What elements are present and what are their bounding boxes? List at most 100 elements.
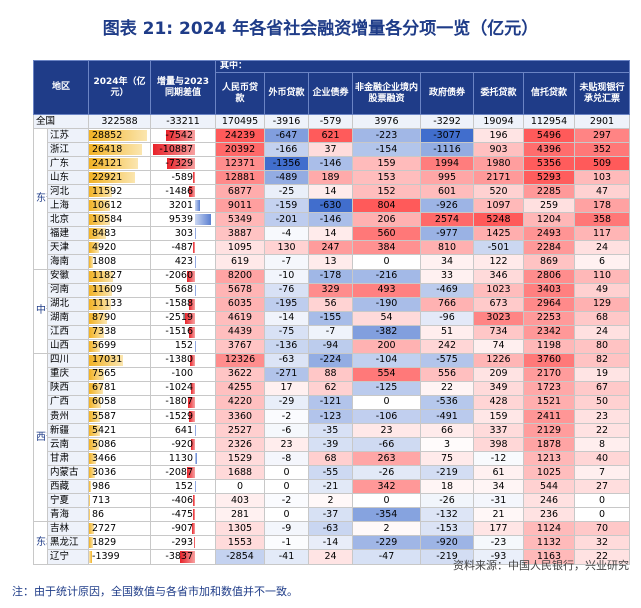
table-row: 河南 11609 568 5678 -76 329 493 -469 1023 3403 49 (34, 282, 631, 298)
cell-value: 554 (352, 366, 422, 382)
cell-value: -219 (420, 465, 475, 481)
cell-total2024: 5421 (88, 423, 152, 439)
cell-value: 122 (473, 254, 525, 270)
cell-value: 129 (574, 296, 631, 312)
cell-value: -1356 (264, 156, 310, 172)
cell-text: 9539 (168, 213, 194, 225)
total-bar (89, 340, 101, 352)
cell-value: 22 (574, 549, 631, 565)
cell-total2024: 8483 (88, 226, 152, 242)
total-bar (89, 481, 91, 493)
total-bar (89, 410, 101, 423)
total-bar (89, 256, 93, 268)
diff-bar (195, 200, 201, 212)
cell-value: 2342 (523, 324, 576, 340)
cell-text: -1399 (92, 550, 120, 562)
cell-value: 5356 (523, 156, 576, 172)
cell-value: 24 (574, 240, 631, 256)
cell-value: 9011 (215, 198, 266, 214)
cell-value: -1116 (420, 142, 475, 158)
cell-text: -920 (171, 438, 194, 450)
header-total2024: 2024年（亿元） (88, 60, 152, 115)
cell-value: 601 (420, 184, 475, 200)
cell-value: -121 (308, 394, 354, 410)
page-title: 图表 21: 2024 年各省社会融资增量各分项一览（亿元） (102, 19, 539, 39)
cell-value: 177 (473, 521, 525, 537)
cell-value: 50 (574, 394, 631, 410)
province-name: 福建 (46, 226, 90, 242)
cell-value: 110 (574, 268, 631, 284)
table-row: 山西 5699 152 3767 -136 -94 200 242 74 1198 80 (34, 338, 631, 354)
cell-total2024: 713 (88, 493, 152, 509)
cell-text: 1130 (168, 452, 194, 464)
total-bar (89, 312, 107, 324)
cell-value: -146 (308, 156, 354, 172)
cell-diff: -1516 (150, 324, 217, 340)
cell-text: 28852 (92, 129, 123, 141)
table-row: 重庆 7565 -100 3622 -271 88 554 556 209 2170 19 (34, 366, 631, 382)
diff-bar (180, 551, 195, 563)
cell-value: -12 (473, 451, 525, 467)
cell-value: 560 (352, 226, 422, 242)
cell-value: 1198 (523, 338, 576, 354)
cell-value: -926 (420, 198, 475, 214)
diff-bar (195, 256, 196, 268)
cell-value: 6035 (215, 296, 266, 312)
total-bar (89, 439, 100, 451)
cell-diff: -475 (150, 507, 217, 523)
cell-text: -487 (171, 241, 194, 253)
cell-value: -47 (352, 549, 422, 565)
cell-value: 0 (264, 479, 310, 495)
cell-value: 0 (574, 493, 631, 509)
table-row: 云南 5086 -920 2326 23 -39 -66 3 398 1878 8 (34, 437, 631, 453)
cell-text: -2519 (165, 312, 194, 324)
total-bar (89, 537, 93, 549)
cell-total2024: 10612 (88, 198, 152, 214)
cell-value: -9 (264, 521, 310, 537)
total-bar (89, 144, 143, 156)
cell-value: 37 (308, 142, 354, 158)
cell-text: -7329 (165, 157, 194, 169)
cell-value: 4255 (215, 380, 266, 396)
cell-value: 493 (352, 282, 422, 298)
cell-value: -469 (420, 282, 475, 298)
diff-bar (191, 439, 195, 451)
cell-diff: -100 (150, 366, 217, 382)
cell-value: 5678 (215, 282, 266, 298)
total-bar (89, 158, 138, 170)
cell-value: -4 (264, 226, 310, 242)
cell-text: -589 (171, 171, 194, 183)
cell-value: 66 (420, 423, 475, 439)
cell-total2024: 11592 (88, 184, 152, 200)
cell-value: 263 (352, 451, 422, 467)
cell-text: 86 (92, 508, 105, 520)
cell-value: 1023 (473, 282, 525, 298)
table-row: 湖南 8790 -2519 4619 -14 -155 54 -96 3023 2253 68 (34, 310, 631, 326)
cell-value: 1124 (523, 521, 576, 537)
cell-value: 17 (264, 380, 310, 396)
province-name: 湖南 (46, 310, 90, 326)
cell-text: -2060 (165, 270, 194, 282)
cell-value: 2527 (215, 423, 266, 439)
cell-value: -219 (420, 549, 475, 565)
cell-value: -94 (308, 338, 354, 354)
cell-value: 322588 (88, 113, 152, 130)
cell-value: -14 (308, 535, 354, 551)
cell-value: 51 (420, 324, 475, 340)
cell-text: 303 (174, 227, 194, 239)
diff-bar (193, 509, 195, 521)
cell-value: -195 (264, 296, 310, 312)
cell-total2024: 986 (88, 479, 152, 495)
province-name: 江西 (46, 324, 90, 340)
cell-value: 1025 (523, 465, 576, 481)
cell-value: -977 (420, 226, 475, 242)
province-name: 河南 (46, 282, 90, 298)
cell-value: 2285 (523, 184, 576, 200)
header-diff: 增量与2023同期差值 (150, 60, 217, 115)
cell-value: 5248 (473, 212, 525, 228)
diff-bar (189, 186, 195, 198)
cell-value: 80 (574, 338, 631, 354)
footnote: 注：由于统计原因，全国数值与各省市加和数值并不一致。 (12, 585, 298, 598)
cell-value: 200 (352, 338, 422, 354)
cell-text: 10584 (92, 213, 123, 225)
